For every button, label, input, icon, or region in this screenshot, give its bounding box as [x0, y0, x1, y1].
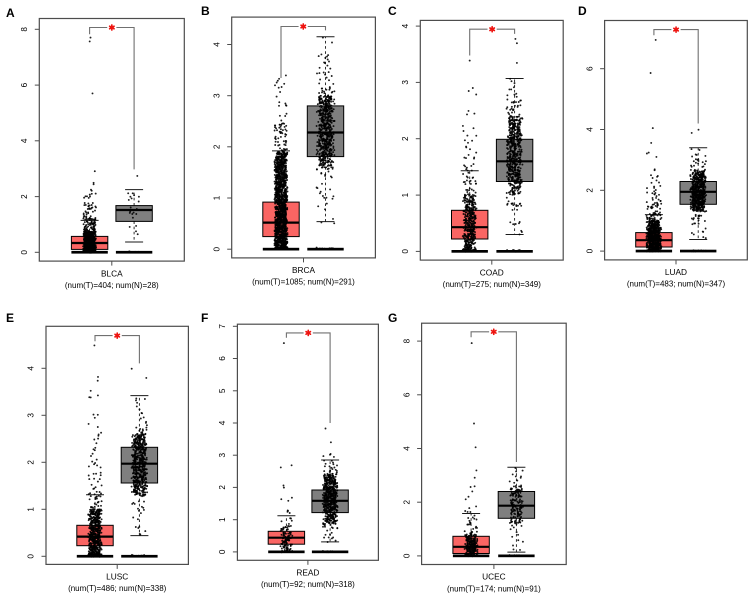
svg-text:4: 4 — [401, 23, 410, 28]
svg-text:4: 4 — [212, 42, 221, 47]
svg-text:2: 2 — [401, 136, 410, 141]
svg-text:(num(T)=1085; num(N)=291): (num(T)=1085; num(N)=291) — [252, 278, 355, 287]
svg-text:D: D — [578, 4, 587, 18]
svg-text:4: 4 — [20, 138, 29, 143]
svg-text:(num(T)=483; num(N)=347): (num(T)=483; num(N)=347) — [627, 280, 726, 289]
svg-text:BRCA: BRCA — [292, 265, 316, 275]
svg-text:0: 0 — [212, 246, 221, 251]
svg-text:1: 1 — [212, 195, 221, 200]
svg-text:2: 2 — [212, 144, 221, 149]
svg-text:2: 2 — [585, 188, 594, 193]
svg-text:(num(T)=404; num(N)=28): (num(T)=404; num(N)=28) — [65, 281, 159, 290]
svg-text:A: A — [6, 6, 15, 20]
svg-text:1: 1 — [401, 192, 410, 197]
svg-text:8: 8 — [20, 27, 29, 32]
svg-text:0: 0 — [20, 250, 29, 255]
svg-text:C: C — [388, 4, 397, 18]
svg-text:3: 3 — [401, 80, 410, 85]
svg-text:3: 3 — [212, 93, 221, 98]
svg-text:BLCA: BLCA — [101, 268, 123, 278]
svg-text:4: 4 — [585, 127, 594, 132]
svg-text:COAD: COAD — [480, 267, 504, 277]
svg-text:(num(T)=275; num(N)=349): (num(T)=275; num(N)=349) — [443, 280, 542, 289]
svg-text:B: B — [201, 4, 210, 18]
svg-text:0: 0 — [401, 249, 410, 254]
svg-text:2: 2 — [20, 194, 29, 199]
svg-text:LUAD: LUAD — [665, 267, 687, 277]
svg-text:6: 6 — [20, 82, 29, 87]
svg-text:0: 0 — [585, 248, 594, 253]
svg-text:6: 6 — [585, 66, 594, 71]
